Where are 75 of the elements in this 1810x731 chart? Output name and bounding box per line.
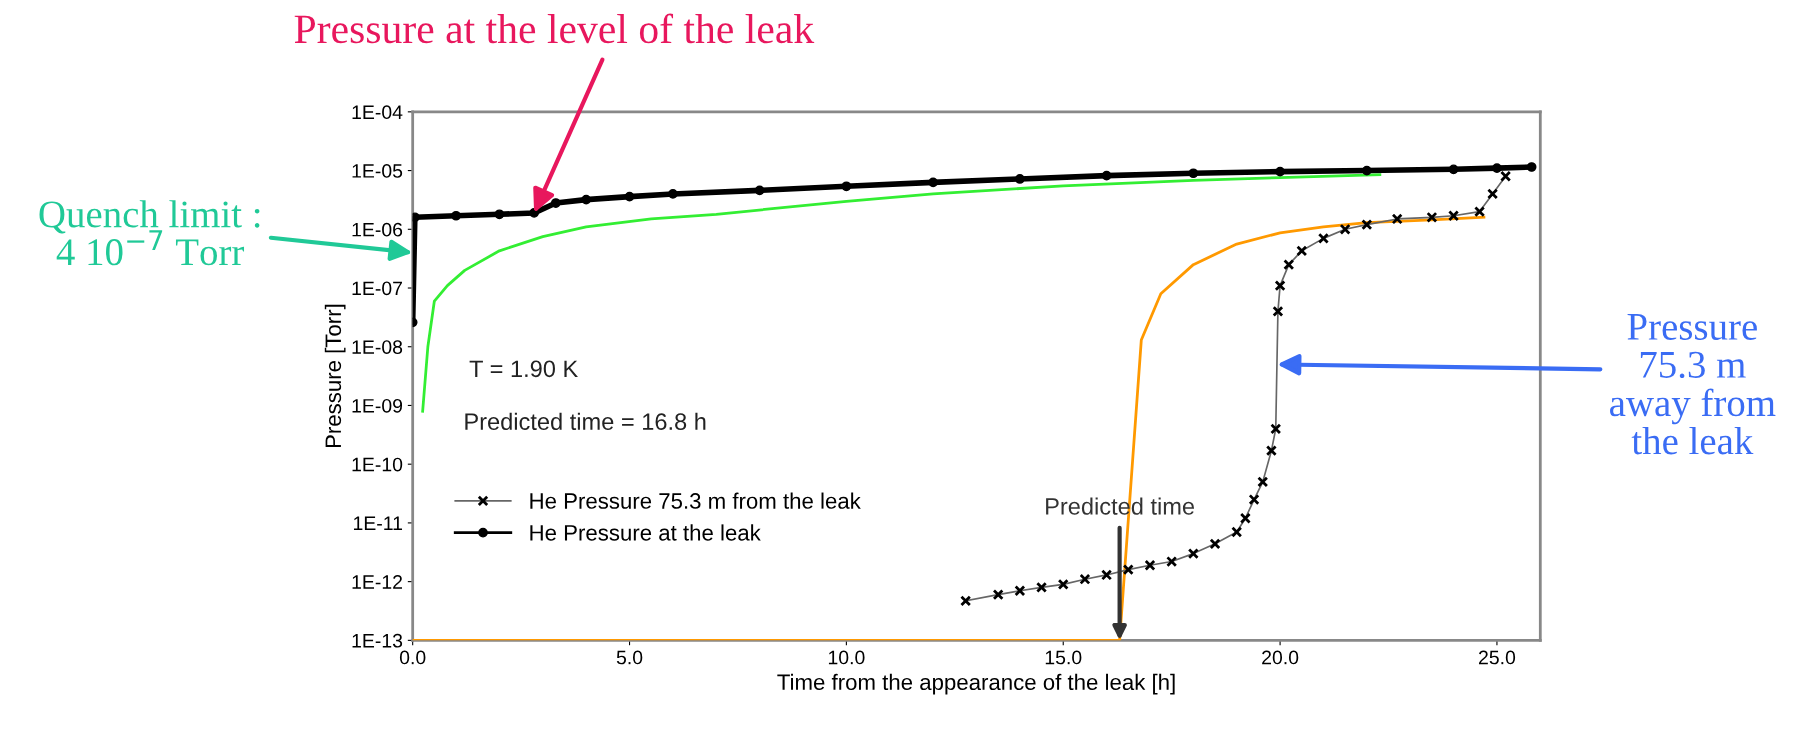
- point: [1391, 213, 1403, 225]
- point: [1248, 493, 1260, 506]
- point: [1487, 188, 1499, 200]
- point: [1231, 526, 1243, 538]
- point: [1122, 564, 1134, 576]
- point: [754, 185, 765, 196]
- point: [1339, 223, 1351, 235]
- point: [624, 191, 635, 202]
- y-tick-label: 1E-12: [352, 575, 402, 589]
- annotation: Pressure 75.3 m away from the leak: [1610, 314, 1776, 455]
- legend-label: He Pressure 75.3 m from the leak: [530, 492, 861, 509]
- point: [960, 595, 972, 607]
- point: [1500, 170, 1512, 182]
- point: [668, 189, 678, 199]
- x-tick-label: 0.0: [399, 650, 426, 665]
- x-axis-title: Time from the appearance of the leak [h]: [777, 673, 1175, 695]
- point: [1296, 245, 1308, 257]
- y-axis-title: Pressure [Torr]: [324, 304, 346, 448]
- point: [1272, 305, 1284, 317]
- point: [1474, 206, 1486, 218]
- y-tick-label: 1E-04: [352, 105, 403, 120]
- point: [581, 194, 592, 205]
- point: [1265, 445, 1277, 457]
- y-tick-label: 1E-07: [352, 281, 402, 296]
- x-tick-label: 15.0: [1045, 650, 1082, 665]
- point: [1448, 164, 1459, 175]
- point: [1492, 163, 1502, 173]
- point: [1057, 578, 1069, 590]
- point: [1035, 581, 1048, 593]
- point: [1270, 423, 1282, 435]
- y-tick-label: 1E-05: [352, 164, 403, 178]
- point: [1101, 569, 1113, 581]
- point: [841, 181, 852, 192]
- legend-label: He Pressure at the leak: [530, 524, 761, 541]
- x-tick-label: 10.0: [828, 650, 865, 665]
- y-tick-label: 1E-06: [352, 222, 403, 237]
- y-tick-label: 1E-13: [352, 633, 403, 648]
- point: [1209, 538, 1221, 550]
- y-tick-label: 1E-09: [352, 398, 403, 413]
- point: [1283, 259, 1295, 271]
- annotation: Quench limit : 4 10$^{−7}$ Torr: [39, 200, 260, 266]
- line-series: [412, 215, 1486, 641]
- point: [1275, 166, 1285, 177]
- point: [1187, 548, 1199, 560]
- y-tick-label: 1E-08: [352, 340, 403, 354]
- x-tick-label: 20.0: [1262, 650, 1299, 665]
- point: [529, 208, 539, 218]
- x-tick-label: 25.0: [1479, 650, 1516, 665]
- annotation: Pressure at the level of the leak: [294, 13, 815, 44]
- point: [1101, 170, 1112, 181]
- annotation: T = 1.90 K: [469, 360, 578, 378]
- annotation: Predicted time = 16.8 h: [465, 412, 706, 430]
- point: [1239, 512, 1251, 524]
- point: [1526, 162, 1537, 172]
- point: [1448, 210, 1460, 222]
- point: [1426, 211, 1438, 223]
- point: [1166, 555, 1178, 568]
- point: [1361, 219, 1373, 231]
- point: [928, 177, 938, 188]
- point: [550, 198, 561, 208]
- y-tick-label: 1E-10: [352, 457, 403, 472]
- point: [1361, 165, 1372, 176]
- point: [1257, 476, 1269, 488]
- point: [1015, 174, 1025, 184]
- point: [1144, 559, 1156, 571]
- point: [1317, 232, 1330, 244]
- point: [1014, 585, 1026, 597]
- point: [1274, 280, 1286, 292]
- point: [992, 589, 1004, 601]
- point: [1079, 573, 1091, 585]
- y-tick-label: 1E-11: [353, 516, 403, 530]
- point: [1188, 168, 1199, 179]
- point: [494, 209, 505, 220]
- point: [451, 210, 461, 221]
- x-tick-label: 5.0: [616, 650, 643, 665]
